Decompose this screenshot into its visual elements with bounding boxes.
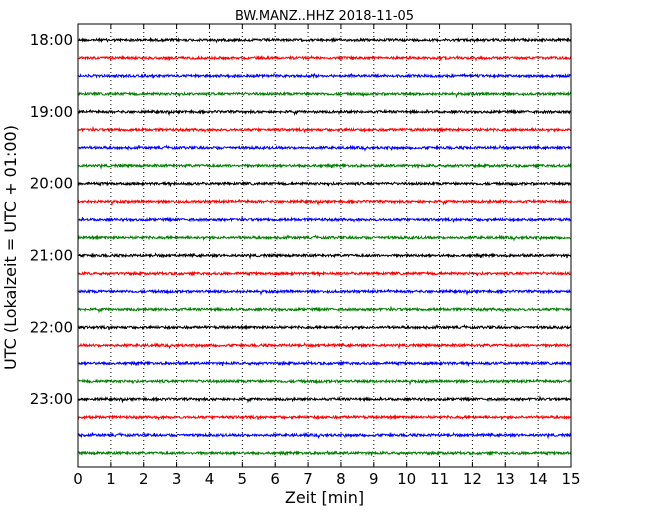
y-tick-label: 19:00 [30,103,73,121]
x-tick-label: 9 [369,470,379,488]
trace-19:45 [77,162,572,170]
y-tick-label: 18:00 [30,31,73,49]
trace-22:45 [77,378,572,386]
trace-19:00 [77,108,572,117]
trace-21:00 [77,252,572,260]
trace-18:45 [77,90,572,99]
x-tick-label: 11 [430,470,449,488]
trace-23:30 [77,431,572,440]
trace-18:30 [77,72,572,79]
x-tick-label: 12 [463,470,482,488]
trace-21:45 [77,305,572,314]
x-tick-label: 2 [139,470,149,488]
y-tick-label: 23:00 [30,390,73,408]
trace-18:15 [77,54,572,62]
trace-20:15 [77,198,572,207]
x-axis-label: Zeit [min] [285,488,364,507]
trace-20:45 [77,234,572,242]
x-tick-label: 4 [205,470,215,488]
trace-21:30 [77,288,572,296]
traces [77,36,572,457]
x-tick-label: 0 [73,470,83,488]
x-tick-label: 5 [238,470,248,488]
trace-23:45 [77,450,572,457]
trace-18:00 [77,36,572,44]
x-tick-label: 6 [270,470,280,488]
x-tick-label: 10 [397,470,416,488]
trace-20:30 [77,215,572,224]
trace-23:00 [77,395,572,404]
trace-19:15 [77,125,572,134]
trace-21:15 [77,270,572,278]
x-tick-label: 3 [172,470,182,488]
x-tick-label: 13 [496,470,515,488]
trace-22:15 [77,341,572,350]
axis-ticks [77,24,572,467]
x-tick-label: 8 [336,470,346,488]
trace-19:30 [77,144,572,152]
y-tick-label: 21:00 [30,247,73,265]
y-tick-labels: 18:00 19:00 20:00 21:00 22:00 23:00 [30,31,73,408]
x-tick-labels: 0 1 2 3 4 5 6 7 8 9 10 11 12 13 14 15 [73,470,580,488]
trace-23:15 [77,413,572,421]
trace-22:30 [77,360,572,368]
y-tick-label: 20:00 [30,175,73,193]
y-tick-label: 22:00 [30,318,73,336]
x-tick-label: 15 [561,470,580,488]
x-tick-label: 7 [303,470,313,488]
chart-title: BW.MANZ..HHZ 2018-11-05 [235,9,414,24]
trace-22:00 [77,323,572,331]
y-axis-label: UTC (Lokalzeit = UTC + 01:00) [1,125,20,370]
trace-20:00 [77,180,572,188]
plot-frame [77,23,572,468]
x-tick-label: 14 [529,470,548,488]
x-tick-label: 1 [106,470,116,488]
